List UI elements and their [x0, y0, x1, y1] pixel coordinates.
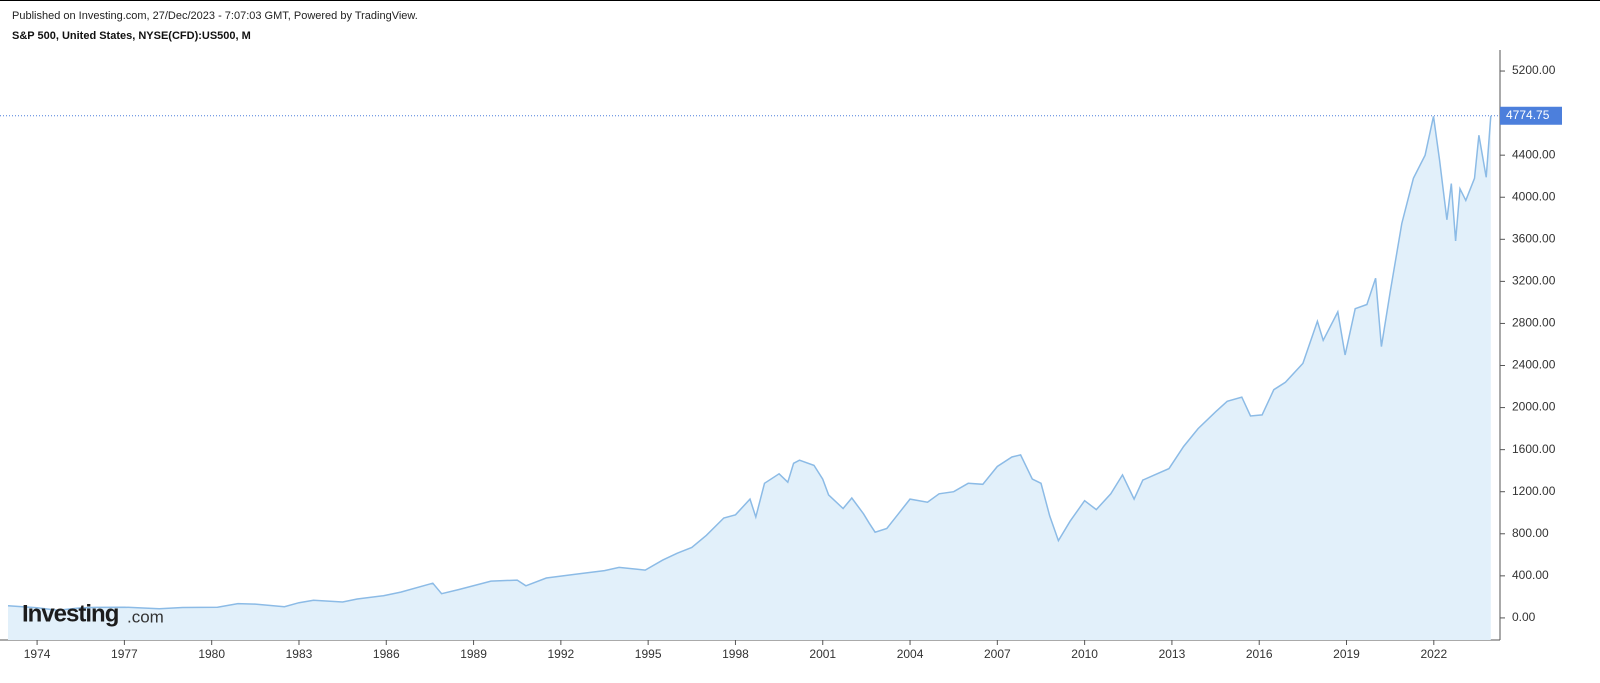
x-tick-label: 1995 [635, 647, 662, 661]
x-tick-label: 2004 [897, 647, 924, 661]
y-tick-label: 0.00 [1512, 610, 1536, 624]
logo-suffix: .com [127, 607, 164, 626]
y-tick-label: 3600.00 [1512, 231, 1556, 245]
x-tick-label: 1998 [722, 647, 749, 661]
x-tick-label: 1980 [198, 647, 225, 661]
x-tick-label: 2019 [1333, 647, 1360, 661]
x-tick-label: 1992 [548, 647, 575, 661]
x-tick-label: 2010 [1071, 647, 1098, 661]
y-tick-label: 5200.00 [1512, 63, 1556, 77]
x-tick-label: 1977 [111, 647, 138, 661]
x-tick-label: 1986 [373, 647, 400, 661]
x-tick-label: 2001 [809, 647, 836, 661]
x-tick-label: 2007 [984, 647, 1011, 661]
area-fill [8, 115, 1491, 641]
y-tick-label: 4400.00 [1512, 147, 1556, 161]
symbol-title: S&P 500, United States, NYSE(CFD):US500,… [12, 30, 251, 42]
y-tick-label: 1600.00 [1512, 442, 1556, 456]
y-tick-label: 3200.00 [1512, 274, 1556, 288]
last-price-box [1500, 106, 1562, 125]
x-tick-label: 2022 [1420, 647, 1447, 661]
last-price-label: 4774.75 [1506, 108, 1550, 122]
published-note: Published on Investing.com, 27/Dec/2023 … [12, 10, 418, 22]
x-tick-label: 1974 [24, 647, 51, 661]
x-tick-label: 1983 [286, 647, 313, 661]
plot: 0.00 400.00 800.00 1200.00 1600.00 2000.00 240… [0, 50, 1562, 661]
y-tick-label: 2400.00 [1512, 358, 1556, 372]
y-tick-label: 800.00 [1512, 526, 1549, 540]
x-tick-label: 2016 [1246, 647, 1273, 661]
y-tick-label: 400.00 [1512, 568, 1549, 582]
x-tick-label: 1989 [460, 647, 487, 661]
y-tick-label: 2800.00 [1512, 316, 1556, 330]
logo: Investing [22, 600, 119, 627]
y-tick-label: 1200.00 [1512, 484, 1556, 498]
y-tick-label: 4000.00 [1512, 189, 1556, 203]
x-tick-label: 2013 [1159, 647, 1186, 661]
y-tick-label: 2000.00 [1512, 400, 1556, 414]
price-line [7, 115, 1492, 612]
